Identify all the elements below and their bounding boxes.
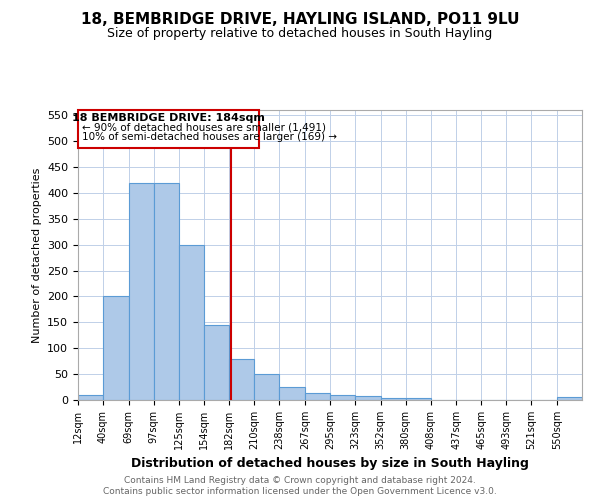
Bar [129,182,154,400]
Bar [254,374,279,400]
Y-axis label: Number of detached properties: Number of detached properties [32,168,41,342]
Text: Contains HM Land Registry data © Crown copyright and database right 2024.: Contains HM Land Registry data © Crown c… [124,476,476,485]
Text: 18, BEMBRIDGE DRIVE, HAYLING ISLAND, PO11 9LU: 18, BEMBRIDGE DRIVE, HAYLING ISLAND, PO1… [81,12,519,28]
Bar [229,358,254,400]
Bar [279,387,305,400]
Bar [179,244,205,400]
FancyBboxPatch shape [78,110,259,148]
Bar [154,182,179,400]
Text: Size of property relative to detached houses in South Hayling: Size of property relative to detached ho… [107,28,493,40]
Bar [305,394,330,400]
Bar [78,395,103,400]
Bar [557,398,582,400]
Bar [406,398,431,400]
Bar [103,296,129,400]
Text: Contains public sector information licensed under the Open Government Licence v3: Contains public sector information licen… [103,487,497,496]
Bar [355,396,381,400]
Bar [205,325,229,400]
Text: ← 90% of detached houses are smaller (1,491): ← 90% of detached houses are smaller (1,… [82,122,326,132]
Bar [330,395,355,400]
Text: 18 BEMBRIDGE DRIVE: 184sqm: 18 BEMBRIDGE DRIVE: 184sqm [72,112,265,122]
Bar [381,398,406,400]
X-axis label: Distribution of detached houses by size in South Hayling: Distribution of detached houses by size … [131,458,529,470]
Text: 10% of semi-detached houses are larger (169) →: 10% of semi-detached houses are larger (… [82,132,337,142]
